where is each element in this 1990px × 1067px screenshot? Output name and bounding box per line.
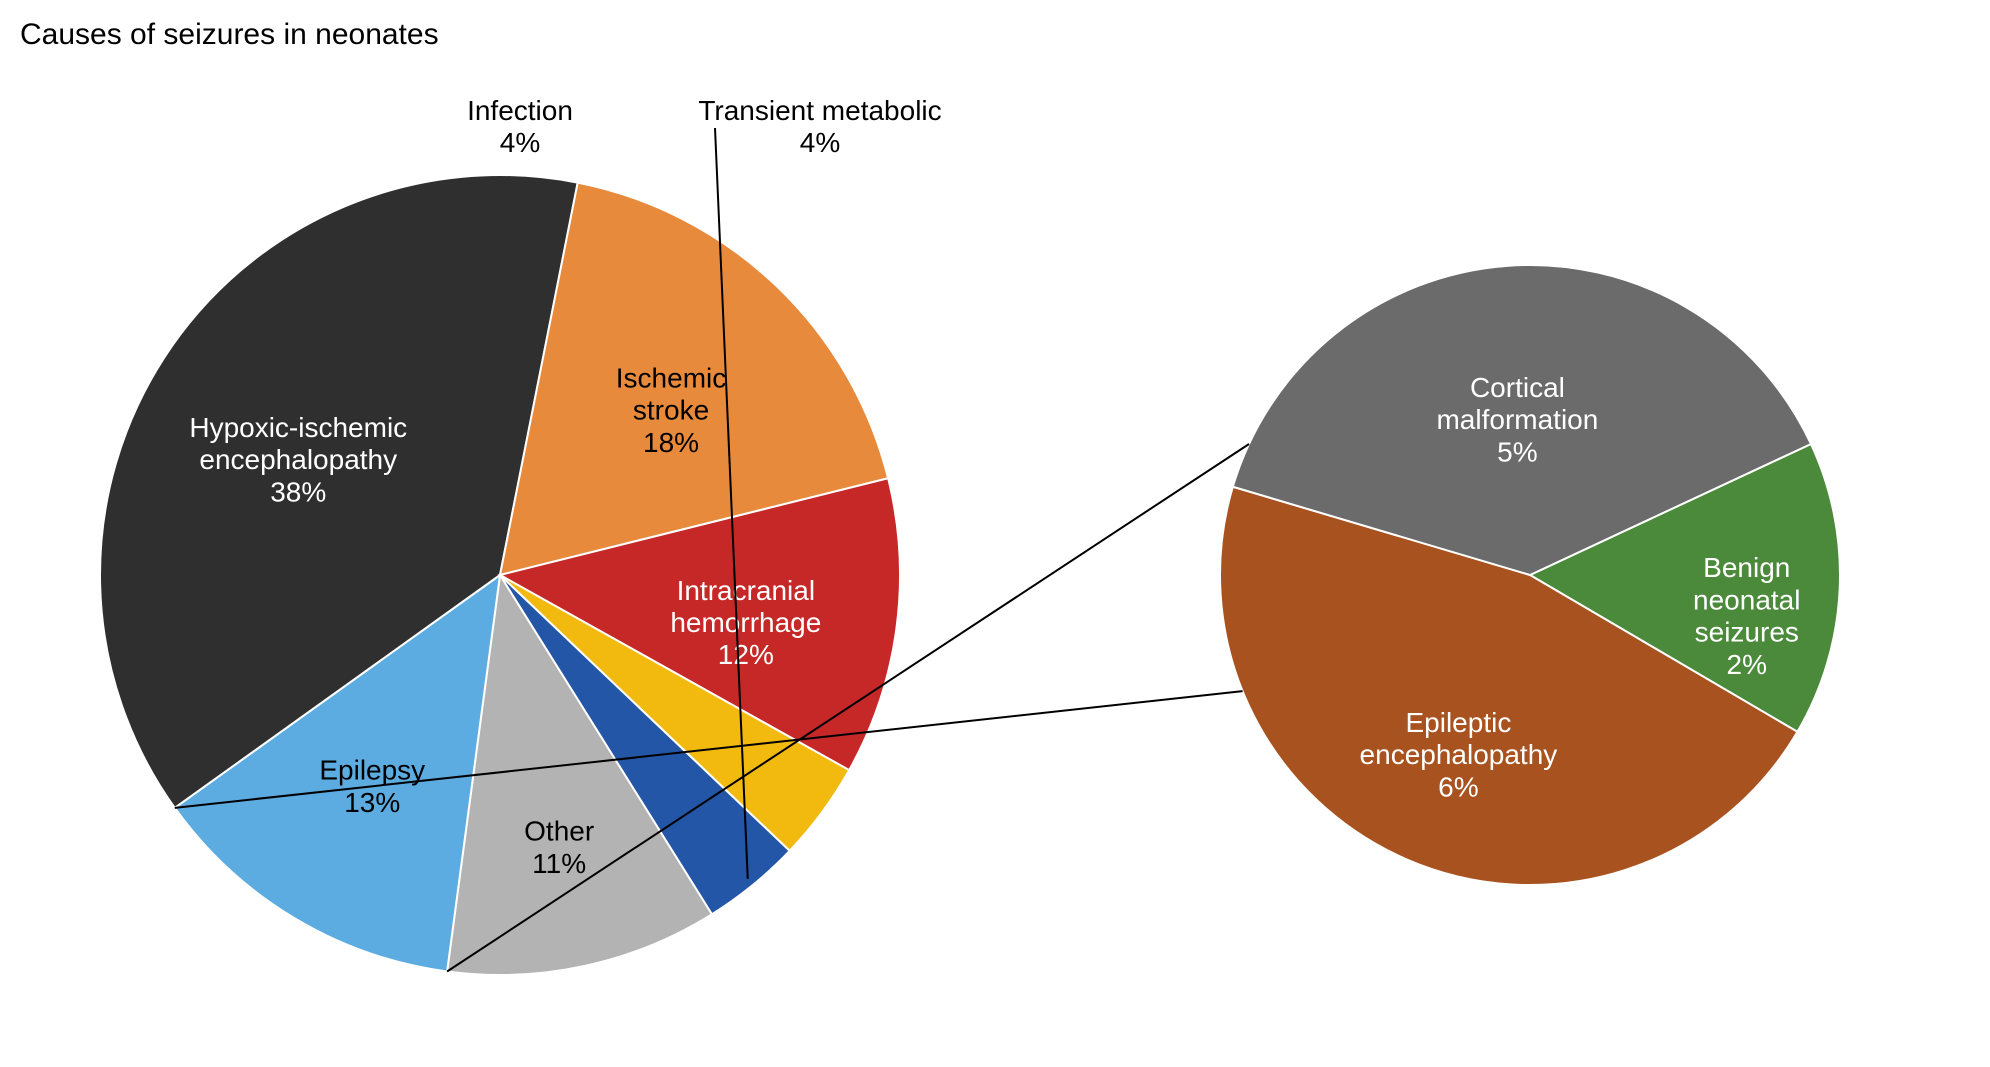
slice-label: Other11% <box>524 816 594 879</box>
slice-label-external: Transient metabolic4% <box>698 95 941 158</box>
slice-label-external: Infection4% <box>467 95 573 158</box>
pie-chart-svg: Other11%Epilepsy13%Hypoxic-ischemicencep… <box>0 0 1990 1067</box>
